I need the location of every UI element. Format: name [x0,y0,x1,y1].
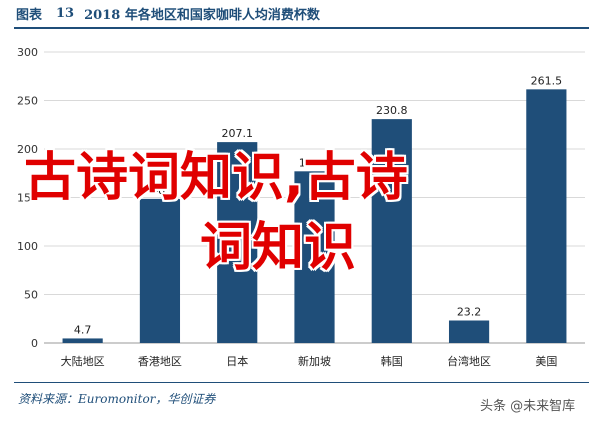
data-label: 4.7 [74,323,92,336]
source-note: 资料来源：Euromonitor，华创证券 [18,392,216,406]
data-label: 207.1 [221,127,253,140]
data-label: 230.8 [376,104,408,117]
data-label: 177.0 [299,156,331,169]
data-label: 148.6 [144,184,176,197]
overlay-text-line-2: 词知识 [200,218,357,278]
x-tick-label: 美国 [535,355,557,368]
x-tick-label: 日本 [226,354,248,368]
chart-label: 图表 [16,7,43,23]
bar [371,119,412,344]
x-tick-label: 新加坡 [298,354,331,368]
x-tick-label: 大陆地区 [61,354,105,368]
chart-number: 13 [56,5,75,21]
bar [526,89,567,343]
chart-title: 2018 年各地区和国家咖啡人均消费杯数 [84,7,320,23]
y-tick-label: 300 [17,46,38,59]
bar [62,338,103,343]
header-divider [14,27,589,29]
y-tick-label: 250 [17,95,38,108]
source-divider [14,382,589,383]
bar [139,198,181,343]
overlay-text-line-1: 古诗词知识,古诗 [24,148,408,208]
y-tick-label: 200 [17,143,38,156]
x-tick-label: 台湾地区 [447,354,491,368]
y-tick-label: 50 [24,289,38,302]
y-tick-label: 100 [17,240,38,253]
y-tick-label: 0 [31,337,38,350]
watermark: 头条 @未来智库 [480,399,576,414]
x-tick-label: 香港地区 [138,355,182,368]
bar [294,171,335,343]
x-tick-label: 韩国 [381,354,403,368]
bar [448,320,490,343]
data-label: 23.2 [457,305,482,318]
bar [217,142,258,343]
chart-header: 图表 13 2018 年各地区和国家咖啡人均消费杯数 [0,0,603,26]
y-tick-label: 150 [17,192,38,205]
data-label: 261.5 [531,74,563,87]
bar-chart: 0 50 100 150 200 250 300 4.7 大陆地区 148.6 香港地区 207.1 日… [17,46,585,368]
